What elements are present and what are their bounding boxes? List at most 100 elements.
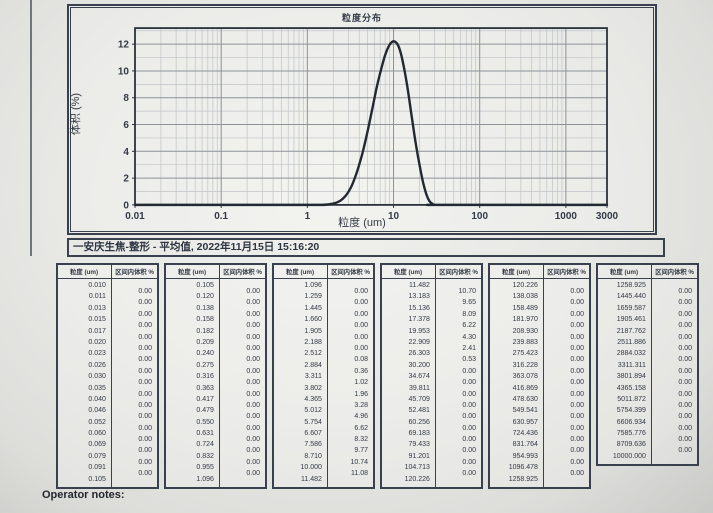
size-value: 1258.925 (508, 475, 538, 483)
y-tick-label: 6 (123, 120, 129, 131)
volume-value: 0.00 (138, 333, 152, 341)
size-value: 1.259 (304, 293, 322, 301)
volume-value: 0.00 (246, 436, 260, 444)
size-value: 3311.311 (617, 361, 646, 369)
volume-value: 0.00 (462, 390, 476, 398)
size-value: 69.183 (408, 430, 430, 438)
size-value: 13.183 (408, 293, 430, 301)
volume-value: 0.00 (138, 470, 152, 478)
size-value: 6.607 (304, 430, 322, 438)
size-value: 7.586 (304, 441, 322, 449)
x-tick-label: 3000 (596, 211, 619, 222)
size-value: 363.078 (512, 373, 538, 381)
size-value: 79.433 (408, 441, 430, 449)
volume-value: 0.00 (246, 344, 260, 352)
volume-value: 0.00 (246, 322, 260, 330)
size-value: 0.158 (196, 316, 214, 324)
volume-value: 11.08 (351, 470, 368, 478)
size-distribution-table: 粒度 (um) 区间内体积 % 1.096 1.259 1.445 1.660 1.905 2… (272, 263, 375, 490)
size-value: 478.630 (512, 395, 538, 403)
volume-value: 0.36 (354, 367, 368, 375)
volume-value: 0.00 (570, 379, 584, 387)
size-value: 549.541 (512, 407, 538, 415)
volume-value: 0.00 (246, 470, 260, 478)
size-value: 6606.934 (616, 418, 646, 426)
volume-value: 0.00 (570, 458, 584, 466)
volume-value: 2.41 (462, 344, 476, 352)
y-tick-label: 8 (123, 93, 129, 104)
volume-value: 0.00 (138, 356, 152, 364)
size-value: 120.226 (512, 282, 538, 289)
size-value: 831.764 (512, 441, 538, 449)
volume-column-header: 区间内体积 % (327, 265, 373, 278)
size-value: 1.905 (304, 327, 322, 335)
volume-column-header: 区间内体积 % (543, 265, 589, 278)
size-column-header: 粒度 (um) (286, 269, 315, 276)
size-value: 0.046 (88, 407, 106, 415)
y-axis-label: 体积 (%) (70, 92, 82, 136)
size-value: 1258.925 (616, 282, 646, 289)
volume-value: 0.00 (138, 458, 152, 466)
volume-value: 0.00 (678, 288, 692, 295)
volume-value: 0.00 (354, 310, 368, 318)
volume-value: 0.00 (138, 288, 152, 295)
size-value: 8709.636 (616, 441, 646, 449)
volume-value: 0.00 (138, 447, 152, 455)
volume-value: 0.00 (138, 436, 152, 444)
size-value: 60.256 (408, 418, 430, 426)
size-value: 0.417 (196, 395, 214, 403)
size-value: 0.479 (196, 407, 214, 415)
volume-value: 0.00 (462, 367, 476, 375)
size-value: 19.953 (408, 327, 430, 335)
size-value: 1445.440 (616, 293, 646, 301)
volume-value: 0.00 (138, 424, 152, 432)
volume-value: 0.00 (246, 310, 260, 318)
distribution-curve (133, 40, 609, 207)
size-value: 0.030 (88, 373, 106, 381)
size-column-header: 粒度 (um) (70, 269, 99, 276)
volume-value: 0.00 (138, 379, 152, 387)
size-value: 3.802 (304, 384, 322, 392)
size-column-header: 粒度 (um) (394, 269, 423, 276)
volume-value: 0.00 (462, 470, 476, 478)
volume-value: 6.62 (354, 424, 368, 432)
size-value: 5.012 (304, 407, 322, 415)
volume-value: 0.00 (138, 310, 152, 318)
y-tick-label: 0 (123, 200, 129, 211)
size-value: 0.026 (88, 361, 106, 369)
x-axis-label: 粒度 (um) (338, 217, 386, 229)
size-value: 30.200 (408, 361, 430, 369)
volume-value: 0.00 (570, 424, 584, 432)
chart-frame-inner-border: 0.01 0.1 1 10 100 1000 3000 0 2 4 6 8 10 12 粒度分布 体积 (… (70, 7, 654, 232)
volume-value: 0.00 (246, 288, 260, 295)
size-value: 1.660 (304, 316, 322, 324)
size-value: 0.120 (196, 293, 214, 301)
volume-value: 0.00 (570, 333, 584, 341)
volume-value: 6.22 (462, 322, 476, 330)
volume-value: 0.00 (354, 299, 368, 307)
volume-value: 0.00 (246, 458, 260, 466)
volume-value: 8.09 (462, 310, 476, 318)
size-value: 91.201 (408, 452, 430, 460)
volume-value: 0.00 (678, 436, 692, 444)
size-value: 0.240 (196, 350, 214, 358)
operator-notes-label: Operator notes: (42, 489, 125, 501)
size-value: 1096.478 (508, 464, 538, 472)
size-value: 17.378 (408, 316, 430, 324)
x-tick-label: 1000 (555, 211, 578, 222)
volume-value: 0.00 (678, 333, 692, 341)
size-value: 0.105 (196, 282, 214, 289)
volume-value: 0.00 (462, 424, 476, 432)
size-distribution-table: 粒度 (um) 区间内体积 % 1258.925 1445.440 1659.587 19… (596, 263, 699, 467)
volume-value: 0.00 (570, 401, 584, 409)
size-value: 0.363 (196, 384, 214, 392)
chart-frame: 0.01 0.1 1 10 100 1000 3000 0 2 4 6 8 10 12 粒度分布 体积 (… (67, 4, 657, 235)
volume-value: 0.00 (678, 447, 692, 455)
volume-value: 0.00 (678, 390, 692, 398)
volume-value: 4.96 (354, 413, 368, 421)
volume-value: 0.00 (246, 367, 260, 375)
size-value: 11.482 (301, 475, 322, 483)
size-value: 0.035 (88, 384, 106, 392)
x-tick-label: 0.01 (125, 211, 145, 222)
